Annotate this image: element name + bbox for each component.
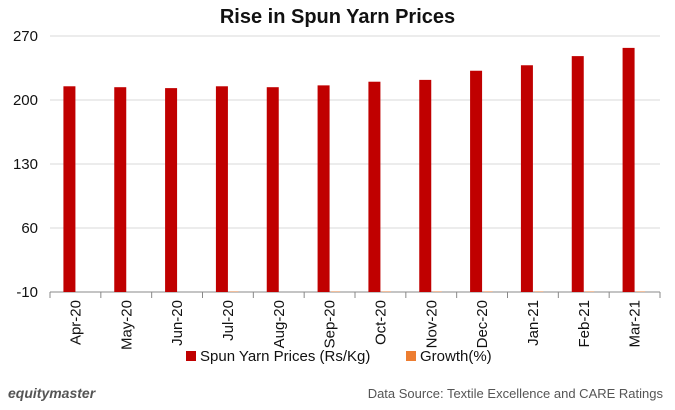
x-tick-label: Feb-21 <box>576 300 593 348</box>
x-tick-label: Apr-20 <box>67 300 84 345</box>
price-bar <box>114 87 127 292</box>
y-tick-label: 130 <box>13 156 38 173</box>
x-tick-label: May-20 <box>118 300 135 350</box>
price-bar <box>520 65 533 292</box>
y-tick-label: -10 <box>16 284 38 301</box>
price-bar <box>571 56 584 292</box>
price-bar <box>266 87 279 292</box>
x-tick-label: Nov-20 <box>423 300 440 348</box>
x-tick-label: Sep-20 <box>322 300 339 348</box>
x-axis-ticks: Apr-20 May-20 Jun-20 Jul-20 Aug-20 Sep-20 Oct-… <box>49 292 661 350</box>
data-source-note: Data Source: Textile Excellence and CARE… <box>367 386 663 401</box>
price-bar <box>419 79 432 292</box>
legend: Spun Yarn Prices (Rs/Kg) Growth(%) <box>186 348 492 365</box>
y-tick-label: 200 <box>13 92 38 109</box>
x-tick-label: Oct-20 <box>372 300 389 345</box>
y-tick-label: 270 <box>13 28 38 45</box>
x-tick-label: Jan-21 <box>525 300 542 346</box>
price-bar <box>368 81 381 292</box>
x-tick-label: Dec-20 <box>474 300 491 348</box>
y-tick-label: 60 <box>21 220 38 237</box>
legend-swatch-price <box>186 351 196 361</box>
price-bar <box>622 47 635 293</box>
price-bar <box>215 86 228 293</box>
bars <box>63 47 646 293</box>
y-axis-ticks: -10 60 130 200 270 <box>13 28 38 301</box>
price-bar <box>470 70 483 292</box>
gridlines <box>50 35 660 293</box>
x-tick-label: Jul-20 <box>220 300 237 341</box>
chart-title: Rise in Spun Yarn Prices <box>219 6 456 28</box>
legend-label-growth: Growth(%) <box>420 348 492 365</box>
brand-logo-text: equitymaster <box>8 385 96 401</box>
x-tick-label: Mar-21 <box>627 300 644 348</box>
legend-swatch-growth <box>406 351 416 361</box>
price-bar <box>317 85 330 292</box>
price-bar <box>165 88 178 292</box>
x-tick-label: Aug-20 <box>271 300 288 348</box>
x-tick-label: Jun-20 <box>169 300 186 346</box>
legend-label-price: Spun Yarn Prices (Rs/Kg) <box>200 348 370 365</box>
price-bar <box>63 86 76 293</box>
